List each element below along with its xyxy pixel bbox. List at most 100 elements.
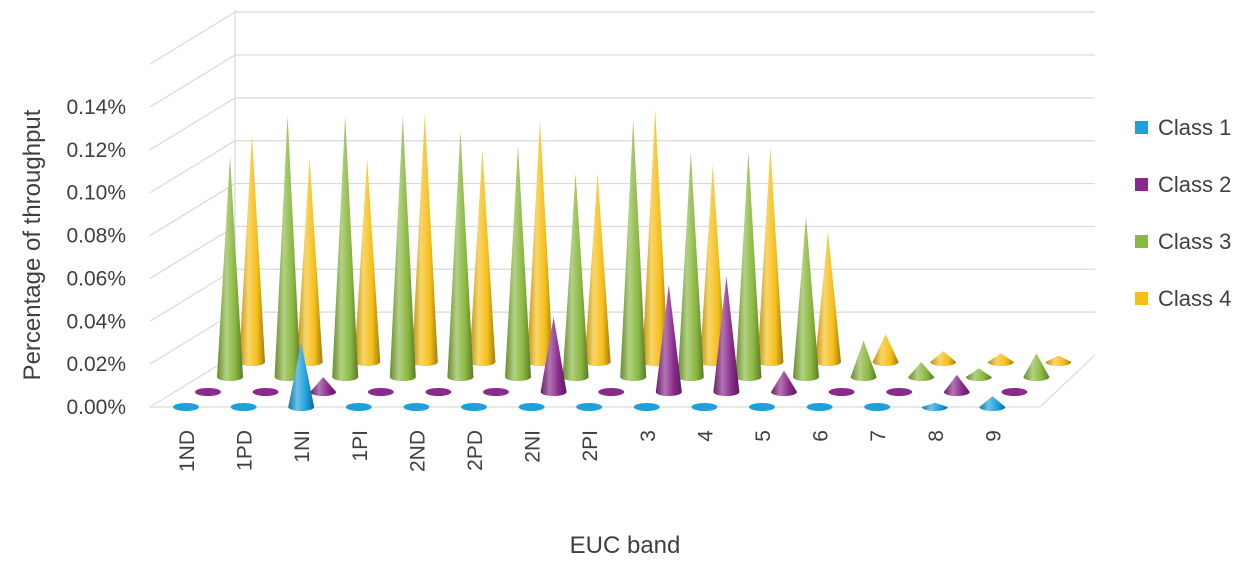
cone-class-3-3 — [677, 152, 704, 381]
y-tick-label: 0.08% — [66, 225, 126, 248]
cone-mark — [793, 216, 819, 381]
y-tick-label: 0.04% — [66, 310, 126, 333]
cone-class-4-2nd — [469, 149, 496, 366]
cone-mark — [1023, 353, 1050, 381]
cone-class-3-5 — [793, 216, 819, 381]
cone-class-1-1ni — [288, 342, 315, 411]
cone-mark — [447, 130, 474, 381]
cone-class-3-1pi — [389, 115, 416, 382]
cone-class-3-1pd — [274, 115, 301, 382]
cone-class-1-7 — [864, 403, 891, 411]
legend-item-class-3: Class 3 — [1135, 229, 1231, 254]
cone-mark — [815, 231, 841, 366]
cone-mark — [540, 317, 567, 396]
cone-class-1-1pi — [345, 403, 372, 411]
cone-class-2-2pi — [598, 388, 625, 396]
cone-mark — [965, 368, 992, 381]
cone-class-2-5 — [771, 370, 797, 396]
cone-base-mark — [195, 388, 221, 396]
cone-class-4-9 — [1045, 355, 1072, 366]
cone-class-2-7 — [886, 388, 913, 396]
x-tick-label: 8 — [925, 430, 948, 442]
cone-class-3-1nd — [217, 156, 243, 381]
cone-class-1-1pd — [230, 403, 257, 411]
legend-item-class-2: Class 2 — [1135, 172, 1231, 197]
cone-mark — [1045, 355, 1072, 366]
cone-class-1-8 — [921, 402, 948, 411]
x-tick-label: 1ND — [176, 430, 199, 472]
cone-mark — [354, 158, 381, 366]
cone-base-mark — [886, 388, 913, 396]
chart-cones — [173, 109, 1072, 411]
legend-swatch — [1135, 121, 1148, 134]
legend-label: Class 1 — [1158, 115, 1231, 140]
cone-mark — [217, 156, 243, 381]
cone-mark — [505, 145, 531, 381]
cone-base-mark — [345, 403, 372, 411]
cone-class-1-9 — [979, 396, 1006, 411]
cone-mark — [411, 113, 438, 366]
cone-mark — [921, 402, 948, 411]
cone-class-2-2pd — [483, 388, 509, 396]
cone-mark — [469, 149, 496, 366]
cone-class-4-2pd — [527, 119, 553, 366]
cone-class-1-2pd — [461, 403, 487, 411]
cone-mark — [872, 334, 899, 366]
x-axis-title: EUC band — [570, 532, 681, 559]
x-tick-label: 9 — [982, 430, 1005, 442]
y-tick-label: 0.00% — [66, 396, 126, 419]
x-tick-label: 1PI — [349, 430, 372, 462]
cone-mark — [310, 377, 337, 396]
legend-label: Class 3 — [1158, 229, 1231, 254]
cone-base-mark — [749, 403, 775, 411]
cone-class-1-5 — [749, 403, 775, 411]
cone-base-mark — [1001, 388, 1028, 396]
x-tick-label: 6 — [810, 430, 833, 442]
cone-mark — [562, 173, 589, 381]
cone-base-mark — [806, 403, 833, 411]
cone-class-3-9 — [1023, 353, 1050, 381]
cone-class-4-1nd — [239, 134, 265, 366]
grid-line-side — [149, 268, 236, 322]
cone-class-3-2nd — [447, 130, 474, 381]
cone-class-2-9 — [1001, 388, 1028, 396]
cone-base-mark — [864, 403, 891, 411]
cone-class-4-1pi — [411, 113, 438, 366]
cone-class-2-4 — [713, 276, 740, 396]
cone-class-2-3 — [655, 284, 682, 396]
cone-base-mark — [252, 388, 279, 396]
x-tick-label: 5 — [752, 430, 775, 442]
cone-base-mark — [518, 403, 545, 411]
legend-swatch — [1135, 178, 1148, 191]
cone-base-mark — [483, 388, 509, 396]
cone-class-2-8 — [943, 374, 970, 396]
cone-mark — [699, 164, 726, 366]
x-tick-label: 2ND — [406, 430, 429, 472]
cone-mark — [527, 119, 553, 366]
cone-class-4-1pd — [296, 158, 323, 366]
cone-class-4-2pi — [642, 109, 669, 367]
cone-mark — [771, 370, 797, 396]
cone-class-1-2nd — [403, 403, 430, 411]
cone-class-2-2ni — [540, 317, 567, 396]
cone-class-3-7 — [908, 362, 935, 381]
cone-class-3-2pd — [505, 145, 531, 381]
cone-mark — [930, 351, 957, 366]
grid-line-side — [149, 11, 236, 65]
cone-mark — [332, 115, 359, 382]
y-tick-label: 0.06% — [66, 267, 126, 290]
legend-swatch — [1135, 235, 1148, 248]
grid-line-side — [149, 54, 236, 108]
cone-mark — [757, 147, 784, 366]
x-tick-label: 2PD — [464, 430, 487, 471]
cone-class-2-2nd — [425, 388, 452, 396]
y-axis-ticks: 0.00% 0.02% 0.04% 0.06% 0.08% 0.10% 0.12% 0.14% — [66, 96, 126, 419]
cone-base-mark — [425, 388, 452, 396]
cone-mark — [296, 158, 323, 366]
cone-class-2-1ni — [310, 377, 337, 396]
x-tick-label: 1PD — [234, 430, 257, 471]
cone-class-1-2pi — [576, 403, 603, 411]
cone-mark — [943, 374, 970, 396]
